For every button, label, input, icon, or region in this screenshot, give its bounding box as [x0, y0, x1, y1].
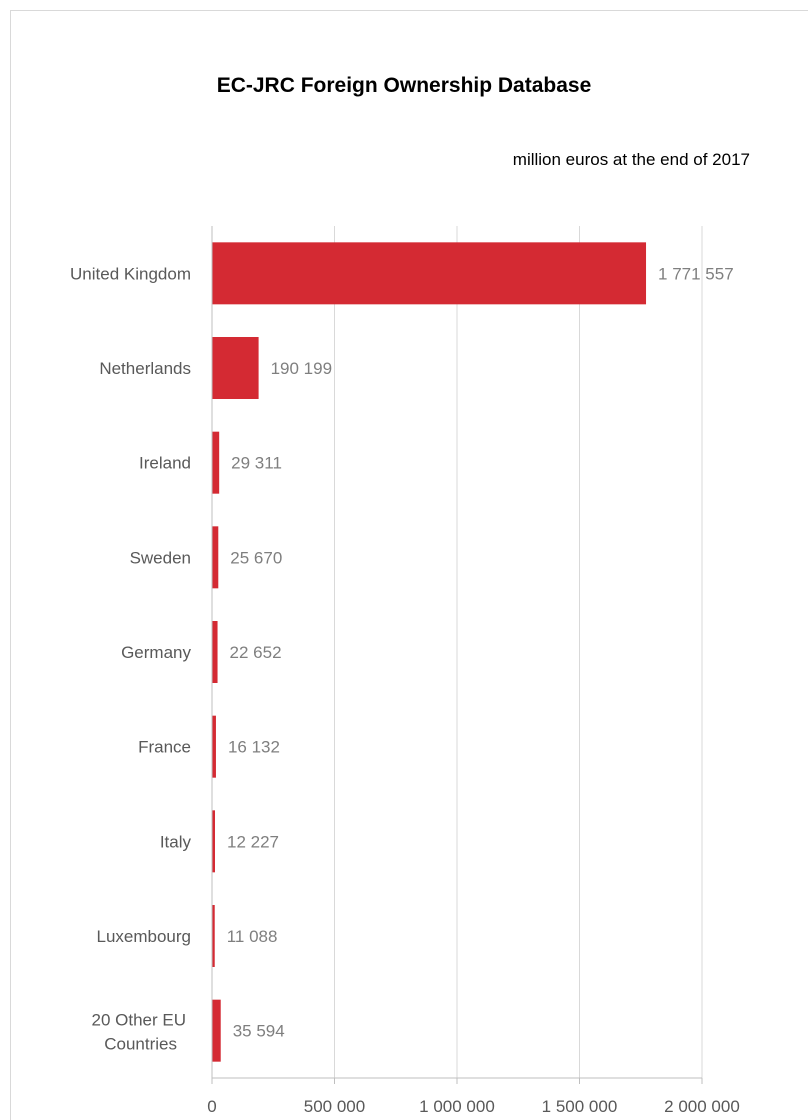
- bar: [212, 810, 215, 873]
- bar: [212, 621, 218, 683]
- chart-subtitle: million euros at the end of 2017: [512, 150, 750, 169]
- data-label: 29 311: [231, 454, 282, 473]
- category-label: Netherlands: [99, 359, 191, 378]
- bar: [212, 999, 221, 1062]
- bar: [212, 905, 215, 967]
- x-tick-label: 0: [207, 1097, 216, 1116]
- x-tick-label: 2 000 000: [664, 1097, 740, 1116]
- category-label: United Kingdom: [70, 264, 191, 283]
- data-label: 22 652: [230, 643, 282, 662]
- data-label: 25 670: [230, 548, 282, 567]
- x-tick-label: 1 000 000: [419, 1097, 495, 1116]
- category-label: Germany: [121, 643, 191, 662]
- bar: [212, 242, 647, 305]
- bar: [212, 337, 259, 399]
- category-label: Ireland: [139, 454, 191, 473]
- chart-frame: [10, 10, 808, 1120]
- data-label: 1 771 557: [658, 264, 734, 283]
- category-label: Sweden: [130, 548, 191, 567]
- category-label: France: [138, 738, 191, 757]
- data-label: 190 199: [271, 359, 332, 378]
- category-label: Italy: [160, 832, 192, 851]
- x-tick-label: 500 000: [304, 1097, 365, 1116]
- bar: [212, 715, 216, 778]
- x-tick-label: 1 500 000: [542, 1097, 618, 1116]
- chart-title: EC-JRC Foreign Ownership Database: [216, 74, 592, 97]
- category-label: Luxembourg: [96, 927, 191, 946]
- data-label: 11 088: [227, 927, 278, 946]
- data-label: 12 227: [227, 832, 279, 851]
- category-label: 20 Other EU Countries: [92, 1011, 187, 1054]
- data-label: 35 594: [233, 1022, 285, 1041]
- data-label: 16 132: [228, 738, 280, 757]
- bar: [212, 431, 220, 494]
- bar: [212, 526, 219, 589]
